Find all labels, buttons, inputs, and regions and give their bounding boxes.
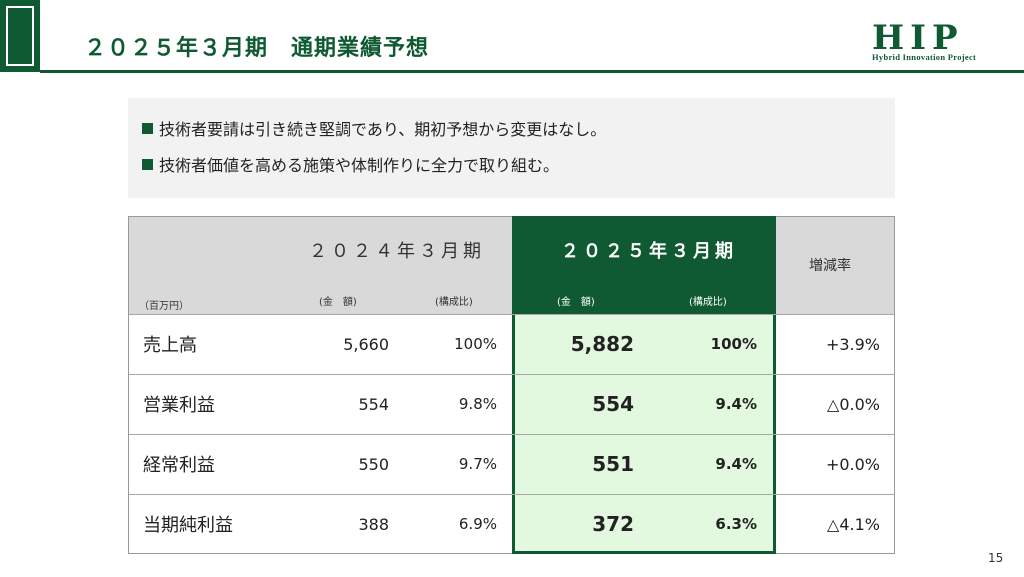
row-divider <box>129 314 894 315</box>
bullet-item: 技術者価値を高める施策や体制作りに全力で取り組む。 <box>142 152 881 176</box>
bullet-text: 技術者価値を高める施策や体制作りに全力で取り組む。 <box>159 156 560 175</box>
column-header-2024: ２０２４年３月期 <box>309 241 485 262</box>
ratio-2024: 100% <box>454 335 497 353</box>
sub-header-ratio-2024: (構成比) <box>435 297 473 308</box>
change-rate: +3.9% <box>825 334 880 354</box>
corner-decoration <box>0 0 40 72</box>
sub-header-amount-2024: (金 額) <box>319 297 357 308</box>
slide-header: ２０２５年３月期 通期業績予想 HIP Hybrid Innovation Pr… <box>0 0 1024 76</box>
row-label: 営業利益 <box>143 395 215 416</box>
table-row: 当期純利益 388 6.9% 372 6.3% △4.1% <box>129 494 894 554</box>
row-label: 当期純利益 <box>143 515 233 536</box>
row-label: 売上高 <box>143 335 197 356</box>
table-row: 経常利益 550 9.7% 551 9.4% +0.0% <box>129 434 894 494</box>
square-bullet-icon <box>142 122 153 134</box>
row-label: 経常利益 <box>143 455 215 476</box>
value-2024: 5,660 <box>343 334 389 354</box>
unit-label: （百万円） <box>139 301 189 312</box>
page-title: ２０２５年３月期 通期業績予想 <box>84 36 430 61</box>
value-2025: 372 <box>592 512 634 536</box>
sub-header-amount-2025: (金 額) <box>557 297 595 308</box>
ratio-2024: 6.9% <box>458 515 497 533</box>
row-divider <box>129 494 894 495</box>
column-header-change: 増減率 <box>809 258 851 274</box>
change-rate: △4.1% <box>827 514 880 534</box>
row-divider <box>129 434 894 435</box>
square-bullet-icon <box>142 158 153 170</box>
logo-subtitle: Hybrid Innovation Project <box>872 52 977 62</box>
header-divider <box>40 70 1024 73</box>
ratio-2025: 9.4% <box>715 395 757 413</box>
row-divider <box>129 374 894 375</box>
change-rate: +0.0% <box>825 454 880 474</box>
table-row: 営業利益 554 9.8% 554 9.4% △0.0% <box>129 374 894 434</box>
page-number: 15 <box>988 551 1004 565</box>
table-row: 売上高 5,660 100% 5,882 100% +3.9% <box>129 314 894 374</box>
sub-header-ratio-2025: (構成比) <box>689 297 727 308</box>
highlight-column-header <box>512 216 776 314</box>
value-2024: 388 <box>358 514 389 534</box>
value-2025: 5,882 <box>570 332 634 356</box>
ratio-2025: 6.3% <box>715 515 757 533</box>
column-header-2025: ２０２５年３月期 <box>561 241 737 262</box>
bullet-text: 技術者要請は引き続き堅調であり、期初予想から変更はなし。 <box>159 120 607 139</box>
ratio-2025: 100% <box>710 335 757 353</box>
ratio-2025: 9.4% <box>715 455 757 473</box>
ratio-2024: 9.8% <box>458 395 497 413</box>
value-2024: 550 <box>358 454 389 474</box>
ratio-2024: 9.7% <box>458 455 497 473</box>
forecast-table: ２０２４年３月期 ２０２５年３月期 増減率 （百万円） (金 額) (構成比) … <box>128 216 895 554</box>
value-2025: 551 <box>592 452 634 476</box>
bullet-item: 技術者要請は引き続き堅調であり、期初予想から変更はなし。 <box>142 116 881 140</box>
change-rate: △0.0% <box>827 394 880 414</box>
value-2024: 554 <box>358 394 389 414</box>
summary-box: 技術者要請は引き続き堅調であり、期初予想から変更はなし。 技術者価値を高める施策… <box>128 98 895 198</box>
logo-text: HIP <box>872 18 964 58</box>
value-2025: 554 <box>592 392 634 416</box>
hip-logo: HIP Hybrid Innovation Project <box>872 18 1008 62</box>
